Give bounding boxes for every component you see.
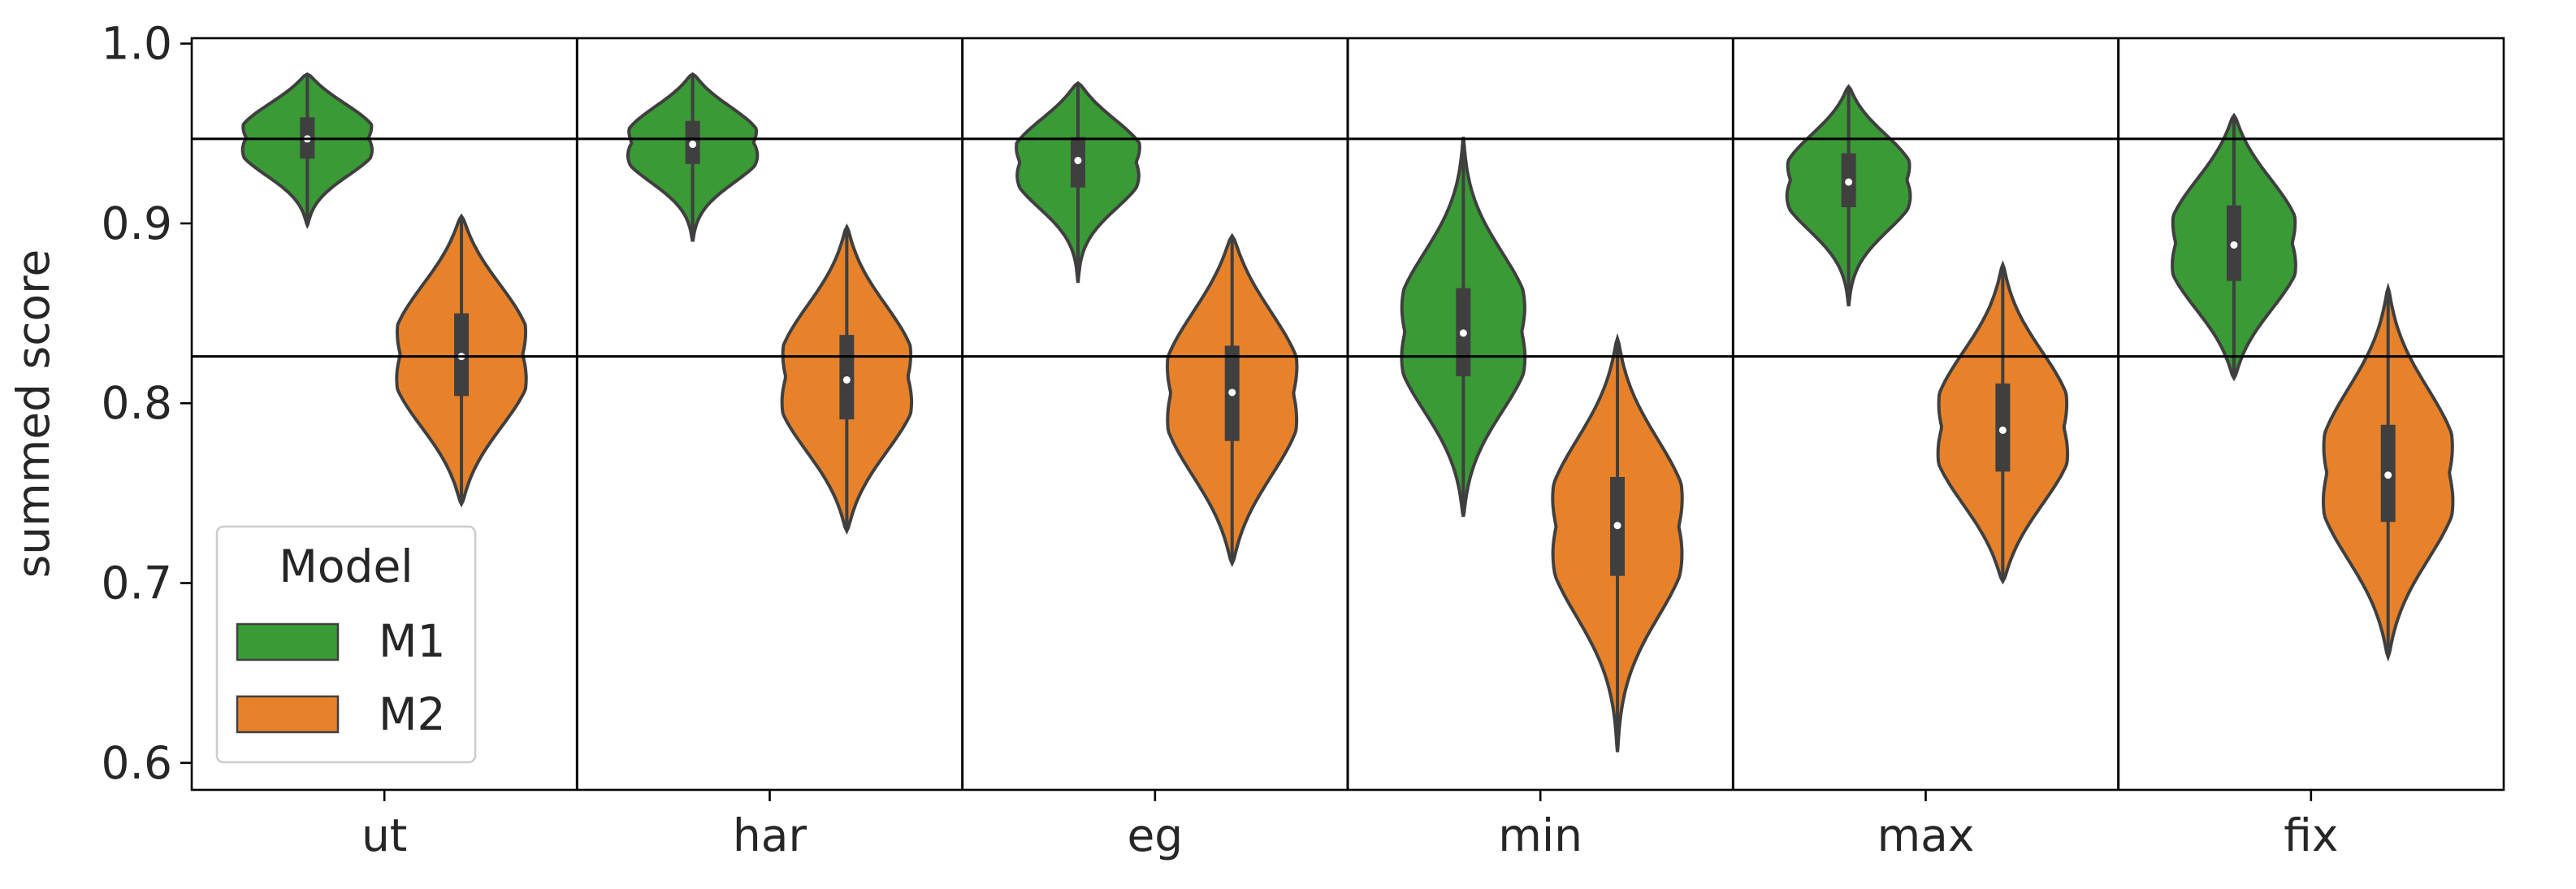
category-separators-layer [575,38,2120,790]
median-dot-m1-eg [1074,156,1082,164]
x-tick-label-har: har [733,809,807,861]
median-dot-m1-max [1845,178,1853,186]
x-tick-label-min: min [1498,809,1582,861]
median-dot-m1-min [1459,329,1467,337]
median-dot-m2-fix [2384,471,2392,479]
y-axis: 0.6 0.7 0.8 0.9 1.0 [102,18,192,789]
legend: Model M1 M2 [215,525,477,764]
legend-swatch-m1 [236,622,340,661]
boxes-layer [300,74,2396,752]
x-tick-label-fix: fix [2284,809,2338,861]
legend-label-m1: M1 [379,615,445,667]
median-dot-m2-har [842,375,851,384]
x-tick-label-max: max [1877,809,1975,861]
median-dot-m2-eg [1228,388,1236,397]
plot-frame [190,37,2505,791]
y-tick-label: 0.6 [102,737,172,789]
x-tick-label-eg: eg [1127,809,1183,861]
legend-title: Model [279,540,413,592]
y-tick-label: 1.0 [102,18,172,70]
y-tick-label: 0.7 [102,557,172,609]
median-dot-m1-fix [2230,241,2238,249]
legend-label-m2: M2 [379,688,445,740]
y-axis-label: summed score [7,249,59,579]
y-tick-label: 0.9 [102,197,172,249]
legend-swatch-m2 [236,695,340,734]
x-axis: ut har eg min max fix [362,790,2338,861]
y-tick-label: 0.8 [102,377,172,429]
x-tick-label-ut: ut [362,809,407,861]
median-dot-m2-max [1998,426,2007,434]
median-dot-m2-min [1613,522,1621,530]
median-dot-m1-har [689,141,697,149]
